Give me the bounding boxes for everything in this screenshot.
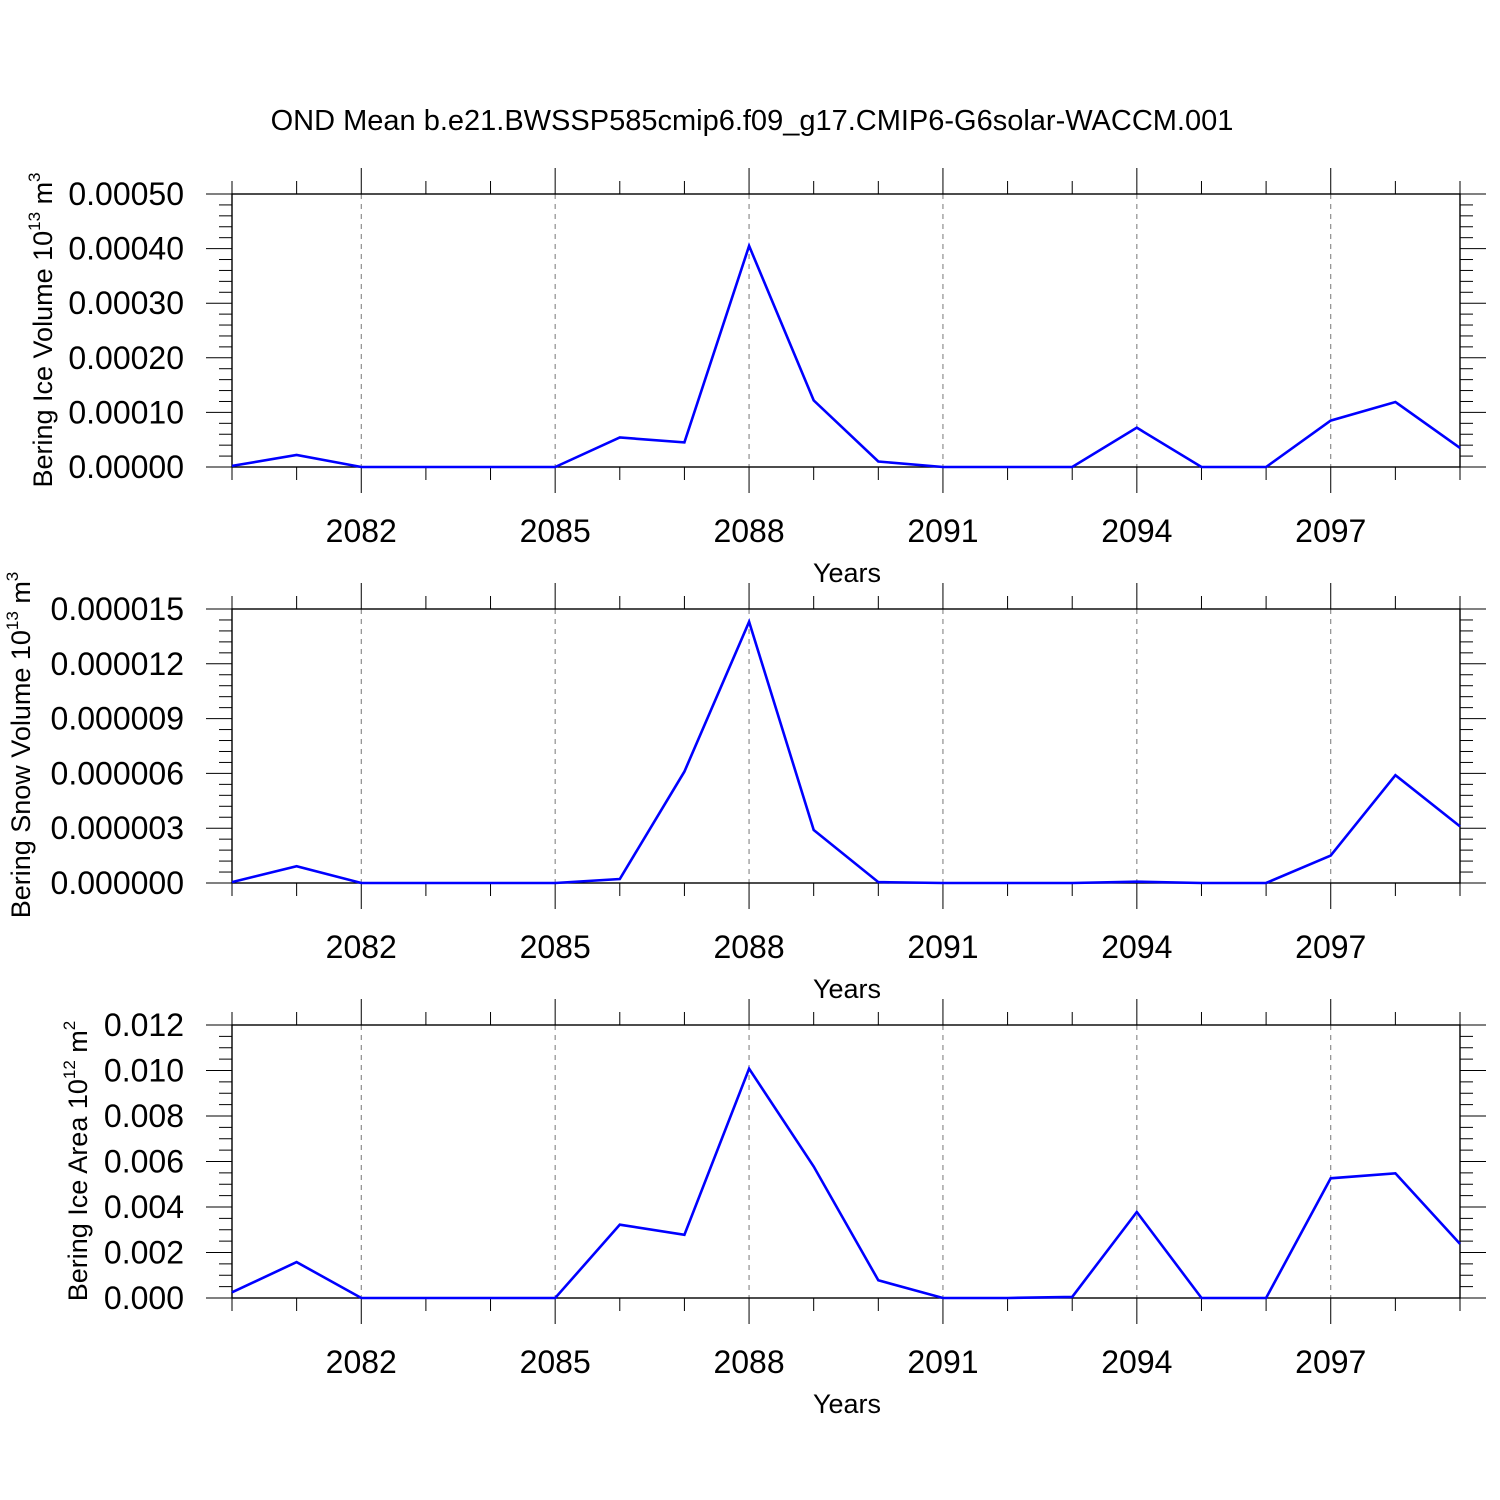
x-tick-label: 2082 [326,929,397,965]
figure-title: OND Mean b.e21.BWSSP585cmip6.f09_g17.CMI… [271,105,1234,137]
y-axis-label-unit-exponent: 2 [60,1021,79,1030]
plot-frame [231,608,1461,884]
x-tick-label: 2094 [1101,513,1172,549]
y-axis-label: Bering Snow Volume 1013 m3 [3,572,36,919]
y-axis-label-text: Bering Ice Area 10 [63,1079,93,1301]
series-line-1 [231,1065,1461,1300]
y-axis-label: Bering Ice Area 1012 m2 [60,1021,93,1302]
y-tick-label: 0.00030 [68,285,184,321]
x-tick-label: 2091 [907,1344,978,1380]
y-tick-label: 0.002 [104,1235,184,1271]
x-tick-label: 2097 [1295,929,1366,965]
y-axis-label-exponent: 13 [3,611,22,630]
x-tick-label: 2088 [713,513,784,549]
y-axis-label-unit: m [63,1030,93,1060]
y-tick-label: 0.012 [104,1007,184,1043]
x-tick-label: 2082 [326,1344,397,1380]
y-tick-label: 0.010 [104,1053,184,1089]
y-axis-label-exponent: 13 [25,212,44,231]
y-axis-label: Bering Ice Volume 1013 m3 [25,172,58,487]
chart-panel-3: 0.000 0.002 0.004 0.006 0.008 0.010 0.012 2082 2… [60,999,1486,1419]
x-tick-label: 2085 [520,1344,591,1380]
x-tick-label: 2094 [1101,1344,1172,1380]
y-axis-label-unit-exponent: 3 [3,572,22,581]
chart-panel-1: 0.00000 0.00010 0.00020 0.00030 0.00040 0.000… [25,168,1486,588]
y-axis-label-unit: m [6,581,36,611]
x-tick-label: 2091 [907,929,978,965]
y-tick-label: 0.000009 [51,701,184,737]
y-axis-label-unit: m [28,182,58,212]
y-tick-label: 0.004 [104,1189,184,1225]
y-tick-label: 0.00020 [68,340,184,376]
y-tick-label: 0.000000 [51,865,184,901]
y-axis-label-text: Bering Ice Volume 10 [28,231,58,488]
x-axis-label: Years [813,1389,881,1419]
series-line-1 [231,242,1461,469]
x-tick-label: 2097 [1295,1344,1366,1380]
plot-frame [231,193,1461,468]
y-tick-label: 0.000 [104,1280,184,1316]
x-axis-label: Years [813,558,881,588]
y-axis-label-unit-exponent: 3 [25,172,44,181]
x-tick-label: 2088 [713,929,784,965]
y-tick-label: 0.00010 [68,394,184,430]
y-tick-label: 0.00040 [68,231,184,267]
x-tick-label: 2094 [1101,929,1172,965]
x-tick-label: 2082 [326,513,397,549]
y-tick-label: 0.000003 [51,810,184,846]
y-tick-label: 0.006 [104,1144,184,1180]
y-tick-label: 0.00050 [68,176,184,212]
plot-frame [231,1024,1461,1299]
y-axis-label-exponent: 12 [60,1060,79,1079]
x-tick-label: 2097 [1295,513,1366,549]
y-tick-label: 0.000015 [51,591,184,627]
x-tick-label: 2088 [713,1344,784,1380]
y-axis-label-text: Bering Snow Volume 10 [6,630,36,918]
x-tick-label: 2085 [520,513,591,549]
x-tick-label: 2085 [520,929,591,965]
y-tick-label: 0.000012 [51,646,184,682]
y-tick-label: 0.00000 [68,449,184,485]
y-tick-label: 0.008 [104,1098,184,1134]
chart-panel-2: 0.000000 0.000003 0.000006 0.000009 0.000012… [3,572,1486,1004]
x-axis-label: Years [813,974,881,1004]
x-tick-label: 2091 [907,513,978,549]
y-tick-label: 0.000006 [51,755,184,791]
series-line-1 [231,618,1461,885]
